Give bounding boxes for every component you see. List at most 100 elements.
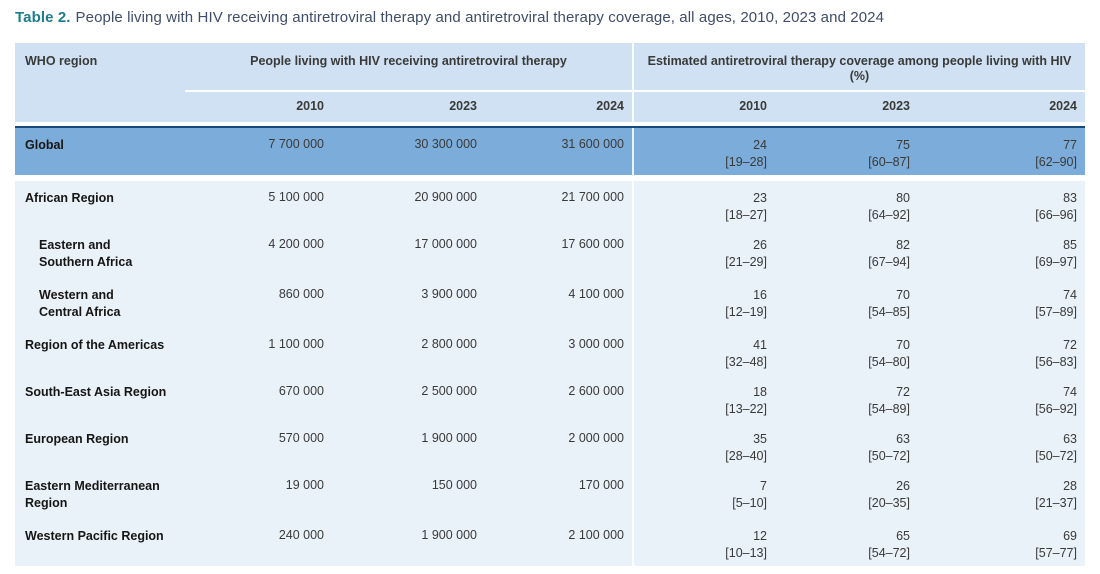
coverage-cell-2024: 28 [21–37] (918, 469, 1085, 519)
art-value-2010: 570 000 (278, 431, 324, 445)
coverage-value-2010: 41 (753, 338, 767, 352)
coverage-cell-2023: 82 [67–94] (775, 228, 918, 278)
year-header-art-2023: 2023 (449, 99, 477, 113)
region-name: South-East Asia Region (25, 385, 167, 399)
coverage-value-2024: 69 (1063, 529, 1077, 543)
coverage-range-2024: [62–90] (1035, 155, 1077, 169)
region-name: Eastern and Southern Africa (39, 238, 133, 269)
art-value-2024: 2 600 000 (568, 384, 624, 398)
coverage-value-2023: 65 (896, 529, 910, 543)
coverage-range-2023: [67–94] (868, 255, 910, 269)
coverage-range-2010: [19–28] (725, 155, 767, 169)
year-header-coverage-2024: 2024 (1049, 99, 1077, 113)
coverage-cell-2023: 70 [54–85] (775, 278, 918, 328)
coverage-cell-2024: 85 [69–97] (918, 228, 1085, 278)
art-value-2024: 31 600 000 (561, 137, 624, 151)
global-row: Global 7 700 000 30 300 000 31 600 000 2… (15, 126, 1085, 175)
region-name: Region of the Americas (25, 338, 165, 352)
coverage-value-2023: 75 (896, 138, 910, 152)
coverage-cell-2010: 16 [12–19] (632, 278, 775, 328)
region-name: Western and Central Africa (39, 288, 121, 319)
coverage-cell-2010: 7 [5–10] (632, 469, 775, 519)
coverage-value-2024: 28 (1063, 479, 1077, 493)
coverage-range-2010: [21–29] (725, 255, 767, 269)
coverage-cell-2010: 26 [21–29] (632, 228, 775, 278)
coverage-cell-2024: 63 [50–72] (918, 422, 1085, 469)
coverage-value-2010: 16 (753, 288, 767, 302)
coverage-cell-2024: 83 [66–96] (918, 181, 1085, 228)
coverage-value-2024: 83 (1063, 191, 1077, 205)
coverage-cell-2010: 41 [32–48] (632, 328, 775, 375)
table-row: South-East Asia Region 670 000 2 500 000… (15, 375, 1085, 422)
table-title-text: People living with HIV receiving antiret… (75, 9, 885, 26)
coverage-range-2023: [20–35] (868, 496, 910, 510)
coverage-value-2010: 12 (753, 529, 767, 543)
art-value-2023: 2 500 000 (421, 384, 477, 398)
coverage-cell-2024: 74 [57–89] (918, 278, 1085, 328)
coverage-range-2023: [54–89] (868, 402, 910, 416)
column-header-who-region: WHO region (25, 54, 98, 68)
region-name: Western Pacific Region (25, 529, 164, 543)
art-value-2010: 4 200 000 (268, 237, 324, 251)
coverage-cell-2010: 23 [18–27] (632, 181, 775, 228)
coverage-cell-2010: 24 [19–28] (632, 128, 775, 175)
coverage-range-2010: [13–22] (725, 402, 767, 416)
art-value-2024: 3 000 000 (568, 337, 624, 351)
art-value-2010: 5 100 000 (268, 190, 324, 204)
coverage-range-2010: [28–40] (725, 449, 767, 463)
coverage-cell-2023: 63 [50–72] (775, 422, 918, 469)
region-name: African Region (25, 191, 114, 205)
coverage-value-2010: 35 (753, 432, 767, 446)
coverage-cell-2010: 35 [28–40] (632, 422, 775, 469)
year-header-art-2010: 2010 (296, 99, 324, 113)
art-value-2010: 7 700 000 (268, 137, 324, 151)
coverage-cell-2024: 72 [56–83] (918, 328, 1085, 375)
art-value-2024: 4 100 000 (568, 287, 624, 301)
year-header-coverage-2010: 2010 (632, 92, 775, 122)
art-value-2023: 1 900 000 (421, 528, 477, 542)
coverage-cell-2024: 77 [62–90] (918, 128, 1085, 175)
coverage-value-2023: 70 (896, 288, 910, 302)
table-title-prefix: Table 2. (15, 9, 71, 26)
coverage-value-2024: 85 (1063, 238, 1077, 252)
table-title: Table 2. People living with HIV receiving… (15, 8, 1085, 28)
art-value-2024: 170 000 (578, 478, 624, 492)
table-row: Region of the Americas 1 100 000 2 800 0… (15, 328, 1085, 375)
coverage-cell-2024: 74 [56–92] (918, 375, 1085, 422)
coverage-cell-2023: 65 [54–72] (775, 519, 918, 566)
coverage-cell-2010: 12 [10–13] (632, 519, 775, 566)
table-row: African Region 5 100 000 20 900 000 21 7… (15, 181, 1085, 228)
art-value-2024: 2 100 000 (568, 528, 624, 542)
coverage-range-2023: [50–72] (868, 449, 910, 463)
coverage-range-2023: [54–80] (868, 355, 910, 369)
coverage-range-2023: [54–85] (868, 305, 910, 319)
art-value-2023: 3 900 000 (421, 287, 477, 301)
coverage-range-2024: [56–92] (1035, 402, 1077, 416)
art-value-2010: 240 000 (278, 528, 324, 542)
column-group-art: People living with HIV receiving antiret… (185, 43, 632, 92)
coverage-value-2023: 26 (896, 479, 910, 493)
coverage-range-2024: [57–77] (1035, 546, 1077, 560)
art-value-2024: 21 700 000 (561, 190, 624, 204)
coverage-value-2024: 74 (1063, 288, 1077, 302)
coverage-range-2024: [50–72] (1035, 449, 1077, 463)
region-name: European Region (25, 432, 129, 446)
table-row: Eastern Mediterranean Region 19 000 150 … (15, 469, 1085, 519)
coverage-cell-2023: 72 [54–89] (775, 375, 918, 422)
coverage-value-2024: 72 (1063, 338, 1077, 352)
art-value-2023: 30 300 000 (414, 137, 477, 151)
coverage-range-2024: [66–96] (1035, 208, 1077, 222)
coverage-cell-2024: 69 [57–77] (918, 519, 1085, 566)
coverage-value-2023: 70 (896, 338, 910, 352)
coverage-range-2010: [5–10] (732, 496, 767, 510)
year-header-art-2024: 2024 (596, 99, 624, 113)
coverage-range-2023: [54–72] (868, 546, 910, 560)
coverage-range-2024: [69–97] (1035, 255, 1077, 269)
table-row: Western Pacific Region 240 000 1 900 000… (15, 519, 1085, 566)
table-header: WHO region People living with HIV receiv… (15, 43, 1085, 122)
coverage-range-2010: [12–19] (725, 305, 767, 319)
table-row: Western and Central Africa 860 000 3 900… (15, 278, 1085, 328)
coverage-value-2024: 74 (1063, 385, 1077, 399)
year-header-coverage-2023: 2023 (882, 99, 910, 113)
